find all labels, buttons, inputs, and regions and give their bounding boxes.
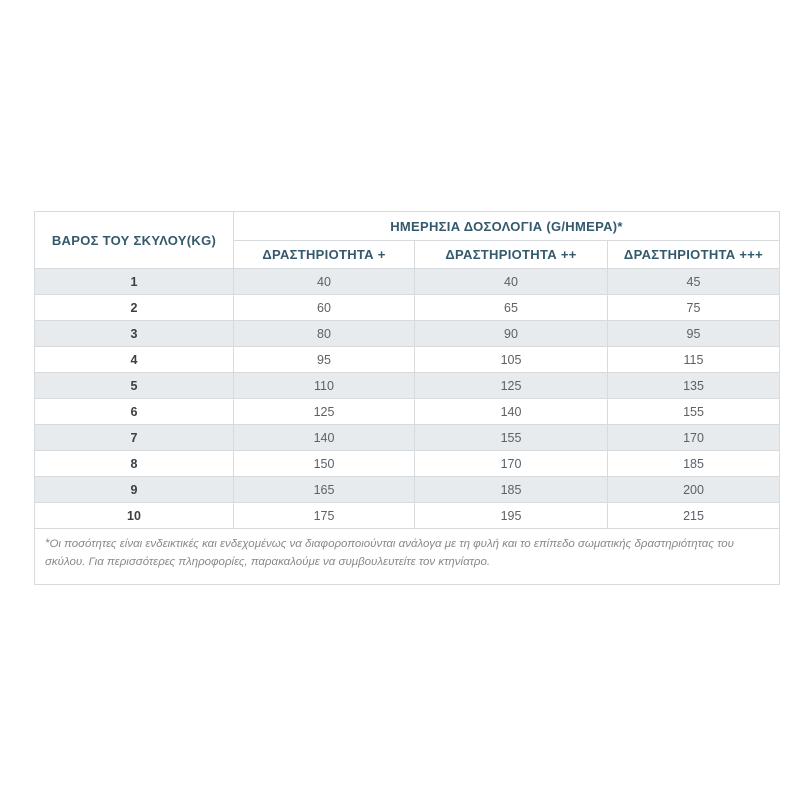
table-row: 5 110 125 135 <box>34 372 780 399</box>
weight-cell: 5 <box>34 372 234 399</box>
footnote: *Οι ποσότητες είναι ενδεικτικές και ενδε… <box>34 528 780 585</box>
dosage-cell: 155 <box>414 424 608 451</box>
dosage-cell: 200 <box>607 476 780 503</box>
dosage-cell: 170 <box>607 424 780 451</box>
dosage-cell: 45 <box>607 268 780 295</box>
table-row: 2 60 65 75 <box>34 294 780 321</box>
dosage-cell: 40 <box>233 268 415 295</box>
dosage-cell: 60 <box>233 294 415 321</box>
table-body: 1 40 40 45 2 60 65 75 3 80 90 95 4 95 10… <box>34 268 780 529</box>
dosage-cell: 175 <box>233 502 415 529</box>
dosage-cell: 110 <box>233 372 415 399</box>
weight-cell: 2 <box>34 294 234 321</box>
weight-cell: 9 <box>34 476 234 503</box>
table-row: 1 40 40 45 <box>34 268 780 295</box>
dosage-cell: 90 <box>414 320 608 347</box>
dosage-cell: 115 <box>607 346 780 373</box>
dosage-cell: 65 <box>414 294 608 321</box>
header-row-activities: ΔΡΑΣΤΗΡΙΟΤΗΤΑ + ΔΡΑΣΤΗΡΙΟΤΗΤΑ ++ ΔΡΑΣΤΗΡ… <box>35 240 780 269</box>
table-header: ΒΑΡΟΣ ΤΟΥ ΣΚΥΛΟΥ(KG) ΗΜΕΡΗΣΙΑ ΔΟΣΟΛΟΓΙΑ … <box>34 211 780 269</box>
dosage-cell: 125 <box>414 372 608 399</box>
dosage-cell: 95 <box>233 346 415 373</box>
dosage-table-section: ΒΑΡΟΣ ΤΟΥ ΣΚΥΛΟΥ(KG) ΗΜΕΡΗΣΙΑ ΔΟΣΟΛΟΓΙΑ … <box>34 211 780 585</box>
dosage-cell: 165 <box>233 476 415 503</box>
table-row: 10 175 195 215 <box>34 502 780 529</box>
dosage-cell: 80 <box>233 320 415 347</box>
table-row: 3 80 90 95 <box>34 320 780 347</box>
dosage-cell: 125 <box>233 398 415 425</box>
dosage-cell: 95 <box>607 320 780 347</box>
dosage-cell: 155 <box>607 398 780 425</box>
weight-column-header: ΒΑΡΟΣ ΤΟΥ ΣΚΥΛΟΥ(KG) <box>34 211 234 269</box>
table-row: 9 165 185 200 <box>34 476 780 503</box>
dosage-cell: 135 <box>607 372 780 399</box>
footnote-row: *Οι ποσότητες είναι ενδεικτικές και ενδε… <box>34 528 780 585</box>
weight-cell: 7 <box>34 424 234 451</box>
dosage-table: ΒΑΡΟΣ ΤΟΥ ΣΚΥΛΟΥ(KG) ΗΜΕΡΗΣΙΑ ΔΟΣΟΛΟΓΙΑ … <box>34 211 780 585</box>
dosage-cell: 140 <box>233 424 415 451</box>
dosage-cell: 185 <box>607 450 780 477</box>
dosage-cell: 40 <box>414 268 608 295</box>
table-footer: *Οι ποσότητες είναι ενδεικτικές και ενδε… <box>34 528 780 585</box>
dosage-cell: 75 <box>607 294 780 321</box>
table-row: 7 140 155 170 <box>34 424 780 451</box>
weight-cell: 8 <box>34 450 234 477</box>
activity-plus-header: ΔΡΑΣΤΗΡΙΟΤΗΤΑ + <box>233 240 415 269</box>
dosage-group-header: ΗΜΕΡΗΣΙΑ ΔΟΣΟΛΟΓΙΑ (G/ΗΜΕΡΑ)* <box>233 211 780 241</box>
weight-cell: 1 <box>34 268 234 295</box>
dosage-cell: 215 <box>607 502 780 529</box>
dosage-cell: 150 <box>233 450 415 477</box>
table-row: 4 95 105 115 <box>34 346 780 373</box>
weight-cell: 4 <box>34 346 234 373</box>
dosage-cell: 185 <box>414 476 608 503</box>
weight-cell: 6 <box>34 398 234 425</box>
dosage-cell: 140 <box>414 398 608 425</box>
header-row-group: ΒΑΡΟΣ ΤΟΥ ΣΚΥΛΟΥ(KG) ΗΜΕΡΗΣΙΑ ΔΟΣΟΛΟΓΙΑ … <box>34 211 780 269</box>
activity-plus-plus-header: ΔΡΑΣΤΗΡΙΟΤΗΤΑ ++ <box>414 240 608 269</box>
table-row: 6 125 140 155 <box>34 398 780 425</box>
dosage-cell: 170 <box>414 450 608 477</box>
weight-cell: 10 <box>34 502 234 529</box>
weight-cell: 3 <box>34 320 234 347</box>
dosage-cell: 195 <box>414 502 608 529</box>
table-row: 8 150 170 185 <box>34 450 780 477</box>
activity-plus-plus-plus-header: ΔΡΑΣΤΗΡΙΟΤΗΤΑ +++ <box>607 240 780 269</box>
dosage-cell: 105 <box>414 346 608 373</box>
